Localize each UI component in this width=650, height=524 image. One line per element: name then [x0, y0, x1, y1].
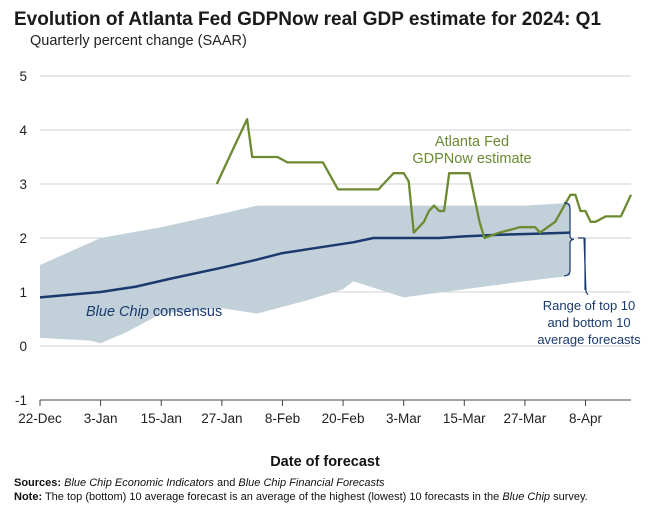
y-tick-label: -1 [15, 393, 27, 408]
x-tick-label: 8-Feb [265, 411, 300, 426]
x-tick-label: 15-Mar [443, 411, 486, 426]
y-tick-label: 1 [19, 285, 27, 300]
consensus-annotation: Blue Chip consensus [86, 304, 222, 320]
series-layer [39, 118, 633, 299]
gdpnow-annotation-line: Atlanta Fed [435, 134, 509, 150]
x-tick-label: 3-Mar [386, 411, 422, 426]
range-annotation-line: Range of top 10 [543, 298, 636, 313]
y-tick-label: 2 [19, 231, 27, 246]
range-annotation-line: and bottom 10 [547, 315, 630, 330]
x-tick-label: 8-Apr [569, 411, 603, 426]
note-text-1: The top (bottom) 10 average forecast is … [42, 490, 503, 503]
x-axis-label: Date of forecast [270, 454, 380, 470]
footer-sources: Sources: Blue Chip Economic Indicators a… [14, 477, 639, 504]
x-tick-label: 15-Jan [141, 411, 182, 426]
y-tick-label: 0 [19, 339, 27, 354]
x-tick-label: 27-Mar [504, 411, 547, 426]
forecast-range-band [40, 202, 571, 344]
consensus-annotation-italic: Blue Chip [86, 304, 149, 320]
range-bracket [563, 202, 575, 277]
x-tick-label: 20-Feb [322, 411, 365, 426]
y-tick-label: 5 [19, 69, 27, 84]
note-text-3: survey. [550, 490, 588, 503]
note-text-2: Blue Chip [502, 490, 551, 503]
x-tick-label: 22-Dec [18, 411, 62, 426]
sources-text-2: and [213, 477, 239, 489]
note-line: Note: The top (bottom) 10 average foreca… [14, 491, 639, 505]
x-tick-label: 3-Jan [84, 411, 118, 426]
chart-subtitle: Quarterly percent change (SAAR) [30, 33, 247, 49]
sources-text-3: Blue Chip Financial Forecasts [238, 477, 385, 489]
gdpnow-annotation-line: GDPNow estimate [412, 151, 531, 167]
x-tick-label: 27-Jan [201, 411, 242, 426]
range-annotation-line: average forecasts [537, 332, 641, 347]
consensus-annotation-rest: consensus [149, 304, 222, 320]
forecast-range-band-layer [40, 202, 571, 344]
note-label: Note: [14, 490, 43, 503]
y-tick-label: 3 [19, 177, 27, 192]
range-connector [578, 237, 589, 296]
sources-text-1: Blue Chip Economic Indicators [64, 477, 214, 489]
axes-layer: -1 0 1 2 3 4 5 22-Dec 3-Jan 15-Jan 27-Jan 8-Feb 20-F… [15, 69, 631, 426]
sources-line: Sources: Blue Chip Economic Indicators a… [14, 477, 639, 491]
series-line-gdpnow-estimate [215, 118, 633, 240]
chart-title: Evolution of Atlanta Fed GDPNow real GDP… [14, 9, 602, 30]
y-tick-label: 4 [19, 123, 27, 138]
series-line-blue-chip-consensus [39, 231, 571, 299]
sources-label: Sources: [14, 477, 62, 489]
